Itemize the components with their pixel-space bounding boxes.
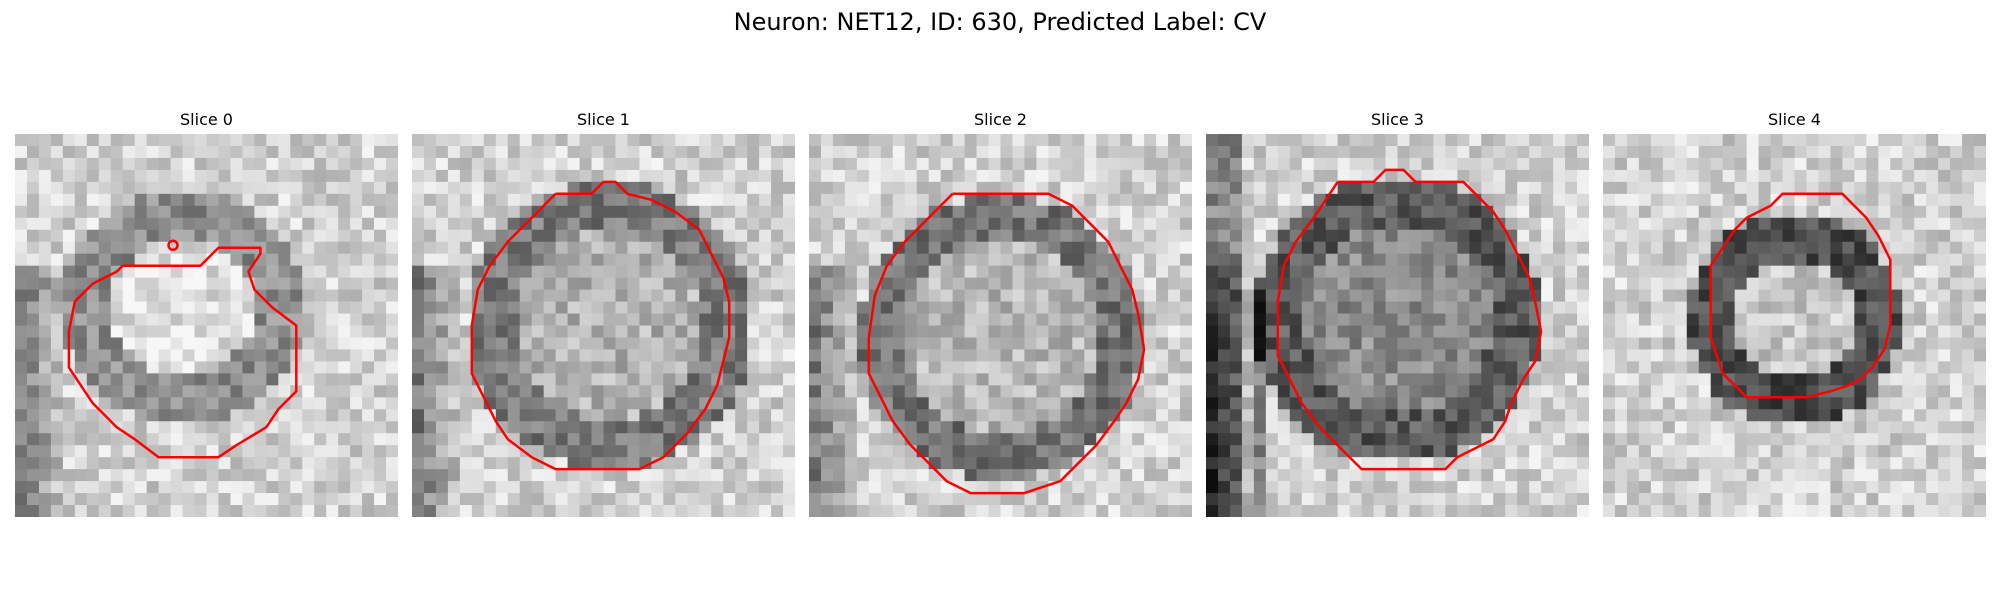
slice-image-1 [412,134,795,517]
slice-title: Slice 0 [180,110,233,129]
segmentation-contour [67,246,298,459]
slice-panel-4: Slice 4 [1603,110,1986,517]
segmentation-contour [867,192,1146,495]
slice-title: Slice 1 [577,110,630,129]
segmentation-contour [1276,168,1543,471]
slice-image-3 [1206,134,1589,517]
slice-image-0 [15,134,398,517]
slice-panel-0: Slice 0 [15,110,398,517]
segmentation-contour [470,180,731,471]
slice-title: Slice 4 [1768,110,1821,129]
slice-image-4 [1603,134,1986,517]
slice-panel-2: Slice 2 [809,110,1192,517]
slice-image-2 [809,134,1192,517]
slice-title: Slice 2 [974,110,1027,129]
segmentation-contour [1709,192,1892,399]
figure-title: Neuron: NET12, ID: 630, Predicted Label:… [733,8,1267,36]
slice-panel-3: Slice 3 [1206,110,1589,517]
slice-title: Slice 3 [1371,110,1424,129]
contour-marker [167,239,179,252]
slice-panel-1: Slice 1 [412,110,795,517]
